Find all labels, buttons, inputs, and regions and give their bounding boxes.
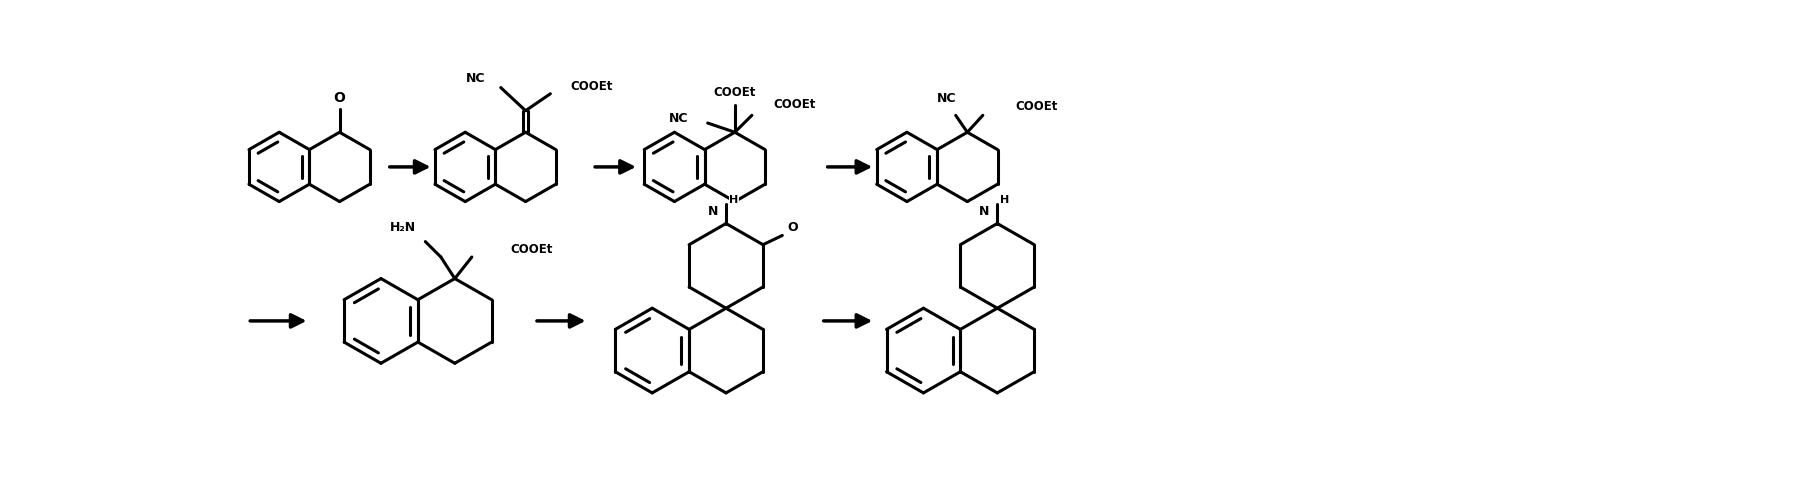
Text: O: O — [333, 91, 346, 105]
Text: N: N — [708, 206, 719, 219]
Text: NC: NC — [466, 72, 486, 85]
Text: O: O — [787, 221, 798, 234]
Text: H₂N: H₂N — [389, 221, 416, 234]
Text: H: H — [1000, 196, 1009, 206]
Text: COOEt: COOEt — [714, 86, 757, 99]
Text: COOEt: COOEt — [570, 79, 613, 92]
Text: H: H — [730, 196, 739, 206]
Text: NC: NC — [936, 92, 956, 105]
Text: N: N — [979, 206, 990, 219]
Text: COOEt: COOEt — [1015, 100, 1058, 113]
Text: NC: NC — [669, 112, 689, 125]
Text: COOEt: COOEt — [511, 243, 552, 256]
Text: COOEt: COOEt — [773, 98, 816, 111]
